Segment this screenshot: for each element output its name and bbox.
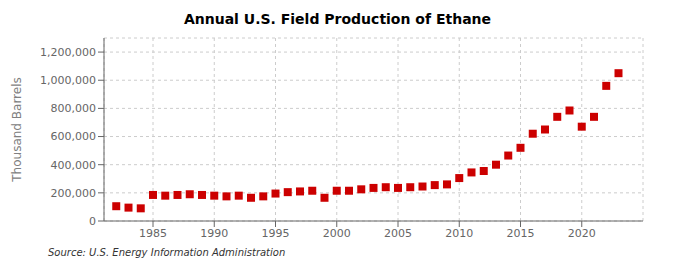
svg-text:2000: 2000 <box>323 227 351 240</box>
html-text:Source: U.S. Energy Informatio: Source: U.S. Energy Information Administ… <box>48 247 286 258</box>
svg-text:1,000,000: 1,000,000 <box>40 74 96 87</box>
svg-text:600,000: 600,000 <box>51 130 97 143</box>
svg-text:1,200,000: 1,200,000 <box>40 46 96 59</box>
svg-text:Thousand Barrels: Thousand Barrels <box>10 77 24 182</box>
svg-text:2010: 2010 <box>445 227 473 240</box>
svg-text:2005: 2005 <box>384 227 412 240</box>
svg-text:2020: 2020 <box>568 227 596 240</box>
svg-text:2015: 2015 <box>507 227 535 240</box>
svg-text:800,000: 800,000 <box>51 102 97 115</box>
svg-text:0: 0 <box>89 215 96 228</box>
svg-text:200,000: 200,000 <box>51 187 97 200</box>
svg-text:400,000: 400,000 <box>51 159 97 172</box>
svg-text:1990: 1990 <box>200 227 228 240</box>
html-text:Annual U.S. Field Production o: Annual U.S. Field Production of Ethane <box>183 11 491 27</box>
svg-text:1985: 1985 <box>139 227 167 240</box>
svg-text:1995: 1995 <box>262 227 290 240</box>
